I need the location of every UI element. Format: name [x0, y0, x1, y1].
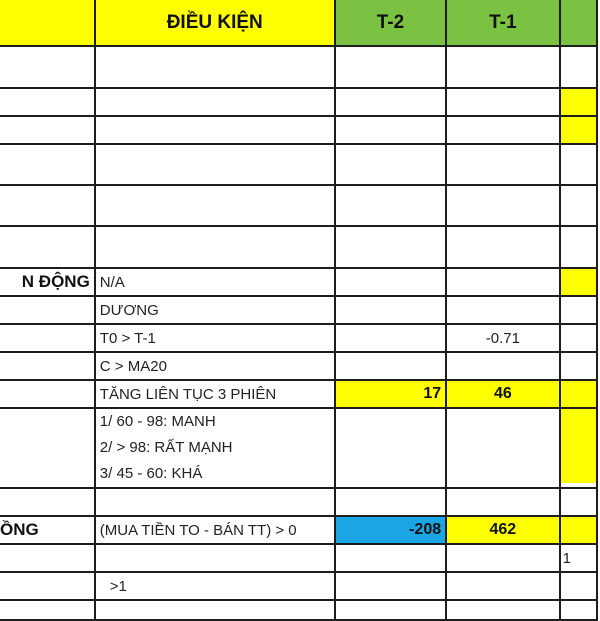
- cell[interactable]: [558, 571, 599, 601]
- condition-strength-levels[interactable]: 1/ 60 - 98: MANH 2/ > 98: RẤT MẠNH 3/ 45…: [93, 407, 336, 489]
- condition-tang-lien-tuc[interactable]: TĂNG LIÊN TỤC 3 PHIÊN: [93, 379, 336, 409]
- cell[interactable]: [93, 45, 336, 89]
- value-t-1[interactable]: 46: [445, 379, 561, 409]
- cell-highlighted[interactable]: [558, 87, 599, 117]
- cell-highlighted[interactable]: [558, 267, 599, 297]
- cell[interactable]: [445, 87, 561, 117]
- cell[interactable]: [558, 351, 599, 381]
- value-t-2[interactable]: 17: [333, 379, 448, 409]
- row-label-dong[interactable]: N ĐỘNG: [0, 267, 96, 297]
- header-dieu-kien[interactable]: ĐIỀU KIỆN: [93, 0, 336, 47]
- cell[interactable]: [445, 267, 561, 297]
- cell[interactable]: [333, 599, 448, 621]
- cell[interactable]: [445, 487, 561, 517]
- cell[interactable]: [558, 295, 599, 325]
- cell[interactable]: [558, 323, 599, 353]
- cell[interactable]: [0, 143, 96, 186]
- level-line: 3/ 45 - 60: KHÁ: [99, 465, 203, 482]
- cell[interactable]: [445, 407, 561, 489]
- cell-highlighted[interactable]: [558, 515, 599, 545]
- cell[interactable]: [0, 351, 96, 381]
- cell[interactable]: [333, 184, 448, 227]
- level-line: 2/ > 98: RẤT MẠNH: [99, 439, 233, 456]
- cell[interactable]: [0, 115, 96, 145]
- condition-gt-1[interactable]: >1: [93, 571, 336, 601]
- cell[interactable]: [333, 87, 448, 117]
- cell[interactable]: [333, 143, 448, 186]
- header-t-2[interactable]: T-2: [333, 0, 448, 47]
- cell[interactable]: [445, 571, 561, 601]
- cell[interactable]: [445, 143, 561, 186]
- cell[interactable]: [445, 45, 561, 89]
- cell[interactable]: [93, 87, 336, 117]
- cell[interactable]: [558, 143, 599, 186]
- level-line: 1/ 60 - 98: MANH: [99, 413, 216, 430]
- cell[interactable]: [0, 543, 96, 573]
- cell[interactable]: [445, 115, 561, 145]
- cell[interactable]: [0, 87, 96, 117]
- cell[interactable]: [558, 225, 599, 269]
- cell[interactable]: [333, 571, 448, 601]
- cell[interactable]: [333, 295, 448, 325]
- cell[interactable]: [333, 323, 448, 353]
- value-t-1[interactable]: 462: [445, 515, 561, 545]
- cell[interactable]: [93, 599, 336, 621]
- cell[interactable]: [93, 184, 336, 227]
- condition-na[interactable]: N/A: [93, 267, 336, 297]
- cell[interactable]: [558, 599, 599, 621]
- cell[interactable]: [333, 407, 448, 489]
- cell[interactable]: [558, 487, 599, 517]
- cell[interactable]: [0, 323, 96, 353]
- value-t-1[interactable]: -0.71: [445, 323, 561, 353]
- cell[interactable]: [445, 184, 561, 227]
- cell-highlighted[interactable]: [558, 407, 599, 489]
- header-cell-e[interactable]: [558, 0, 599, 47]
- cell[interactable]: [93, 543, 336, 573]
- cell[interactable]: [0, 407, 96, 489]
- cell[interactable]: [93, 115, 336, 145]
- cell[interactable]: [333, 115, 448, 145]
- header-cell-a[interactable]: [0, 0, 96, 47]
- cell[interactable]: [0, 184, 96, 227]
- cell-highlighted[interactable]: [558, 115, 599, 145]
- cell[interactable]: [333, 267, 448, 297]
- cell[interactable]: [0, 487, 96, 517]
- condition-mua-tien-to[interactable]: (MUA TIỀN TO - BÁN TT) > 0: [93, 515, 336, 545]
- cell[interactable]: [333, 225, 448, 269]
- cell[interactable]: [0, 295, 96, 325]
- cell[interactable]: [445, 599, 561, 621]
- cell[interactable]: [93, 487, 336, 517]
- cell[interactable]: [333, 351, 448, 381]
- cell[interactable]: [0, 571, 96, 601]
- value-t-2[interactable]: -208: [333, 515, 448, 545]
- cell[interactable]: [333, 487, 448, 517]
- cell[interactable]: [0, 225, 96, 269]
- cell[interactable]: [0, 45, 96, 89]
- cell[interactable]: [93, 143, 336, 186]
- condition-c-gt-ma20[interactable]: C > MA20: [93, 351, 336, 381]
- condition-duong[interactable]: DƯƠNG: [93, 295, 336, 325]
- header-t-1[interactable]: T-1: [445, 0, 561, 47]
- cell[interactable]: [93, 225, 336, 269]
- cell[interactable]: [445, 295, 561, 325]
- cell[interactable]: [0, 599, 96, 621]
- cell[interactable]: [558, 184, 599, 227]
- value-partial[interactable]: 1: [558, 543, 599, 573]
- cell[interactable]: [445, 351, 561, 381]
- cell-highlighted[interactable]: [558, 379, 599, 409]
- cell[interactable]: [0, 379, 96, 409]
- cell[interactable]: [445, 225, 561, 269]
- cell[interactable]: [333, 45, 448, 89]
- row-label-ong[interactable]: ỒNG: [0, 515, 96, 545]
- cell[interactable]: [445, 543, 561, 573]
- condition-t0-gt-t-1[interactable]: T0 > T-1: [93, 323, 336, 353]
- cell[interactable]: [558, 45, 599, 89]
- cell[interactable]: [333, 543, 448, 573]
